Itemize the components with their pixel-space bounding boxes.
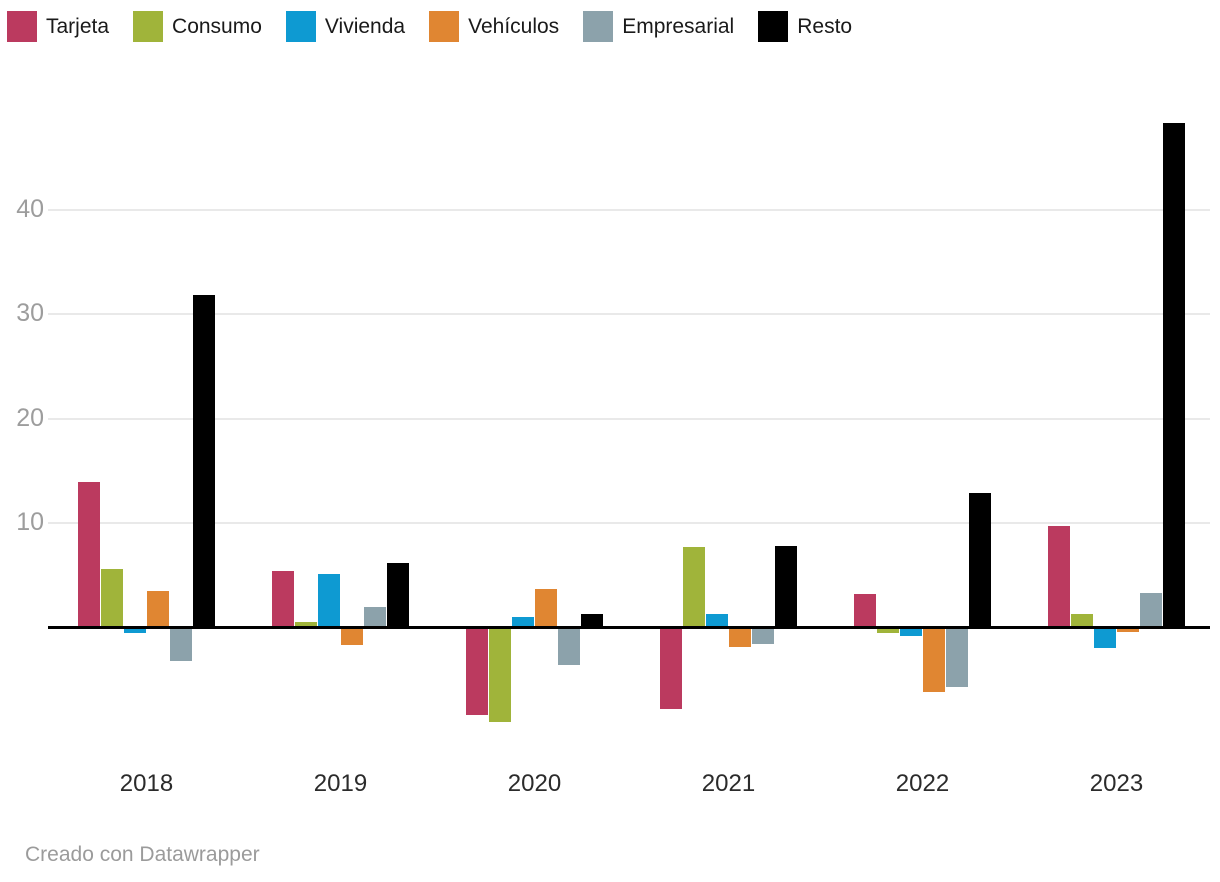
bar-vehiculos-2018 — [147, 590, 169, 627]
legend-swatch-resto — [758, 11, 789, 42]
legend-swatch-consumo — [133, 11, 164, 42]
bar-resto-2019 — [387, 563, 409, 627]
legend: Tarjeta Consumo Vivienda Vehículos Empresari… — [7, 11, 852, 42]
bar-empresarial-2018 — [170, 627, 192, 662]
y-tick-label-40: 40 — [16, 195, 44, 223]
bar-resto-2018 — [193, 295, 215, 627]
bar-tarjeta-2021 — [660, 627, 682, 710]
bar-consumo-2023 — [1071, 614, 1093, 627]
legend-swatch-vehiculos — [429, 11, 460, 42]
bar-vivienda-2020 — [512, 616, 534, 627]
legend-item-consumo: Consumo — [133, 11, 262, 42]
x-tick-label-2020: 2020 — [507, 770, 562, 797]
bar-vehiculos-2023 — [1117, 627, 1139, 633]
chart-footer: Creado con Datawrapper — [25, 843, 260, 867]
legend-label-resto: Resto — [797, 14, 853, 38]
bar-vivienda-2021 — [706, 614, 728, 627]
bar-consumo-2022 — [877, 627, 899, 634]
legend-label-vehiculos: Vehículos — [468, 14, 560, 38]
bar-vivienda-2022 — [900, 627, 922, 637]
bar-consumo-2019 — [295, 621, 317, 627]
bar-vivienda-2019 — [318, 573, 340, 627]
zero-axis-line — [48, 626, 1210, 629]
legend-label-tarjeta: Tarjeta — [46, 14, 110, 38]
legend-item-tarjeta: Tarjeta — [7, 11, 109, 42]
bar-vivienda-2023 — [1094, 627, 1116, 648]
bar-tarjeta-2020 — [466, 627, 488, 715]
x-tick-label-2018: 2018 — [119, 770, 174, 797]
bar-tarjeta-2019 — [272, 570, 294, 627]
legend-item-empresarial: Empresarial — [583, 11, 734, 42]
x-tick-label-2022: 2022 — [895, 770, 950, 797]
bar-consumo-2021 — [683, 546, 705, 627]
bar-resto-2020 — [581, 614, 603, 627]
bar-tarjeta-2023 — [1048, 525, 1070, 627]
bar-resto-2023 — [1163, 123, 1185, 627]
bar-vehiculos-2022 — [923, 627, 945, 692]
legend-label-consumo: Consumo — [172, 14, 262, 38]
bar-tarjeta-2022 — [854, 593, 876, 627]
bar-empresarial-2021 — [752, 627, 774, 644]
bar-consumo-2018 — [101, 568, 123, 627]
credit-text: Creado con Datawrapper — [25, 843, 260, 866]
legend-item-vehiculos: Vehículos — [429, 11, 559, 42]
bar-resto-2022 — [969, 492, 991, 627]
y-tick-label-30: 30 — [16, 299, 44, 328]
bar-resto-2021 — [775, 545, 797, 627]
bar-vivienda-2018 — [124, 627, 146, 634]
gridline-40 — [48, 209, 1210, 211]
legend-label-vivienda: Vivienda — [324, 14, 406, 38]
legend-swatch-empresarial — [583, 11, 614, 42]
bar-empresarial-2019 — [364, 607, 386, 627]
bar-consumo-2020 — [489, 627, 511, 722]
legend-swatch-vivienda — [285, 11, 316, 42]
x-tick-label-2023: 2023 — [1089, 770, 1144, 797]
bar-empresarial-2022 — [946, 627, 968, 688]
x-tick-label-2021: 2021 — [701, 770, 756, 797]
bar-vehiculos-2021 — [729, 627, 751, 647]
bar-vehiculos-2019 — [341, 627, 363, 645]
legend-swatch-tarjeta — [7, 11, 37, 42]
gridline-10 — [48, 521, 1210, 524]
bar-empresarial-2020 — [558, 627, 580, 665]
legend-label-empresarial: Empresarial — [622, 14, 735, 38]
gridline-20 — [48, 417, 1210, 420]
x-tick-label-2019: 2019 — [313, 770, 368, 797]
y-tick-label-10: 10 — [16, 507, 44, 536]
bar-tarjeta-2018 — [78, 482, 100, 627]
bar-empresarial-2023 — [1140, 592, 1162, 627]
bar-vehiculos-2020 — [535, 589, 557, 627]
gridline-30 — [48, 313, 1210, 316]
y-tick-label-20: 20 — [16, 403, 44, 432]
legend-item-resto: Resto — [758, 11, 852, 42]
legend-item-vivienda: Vivienda — [285, 11, 406, 42]
